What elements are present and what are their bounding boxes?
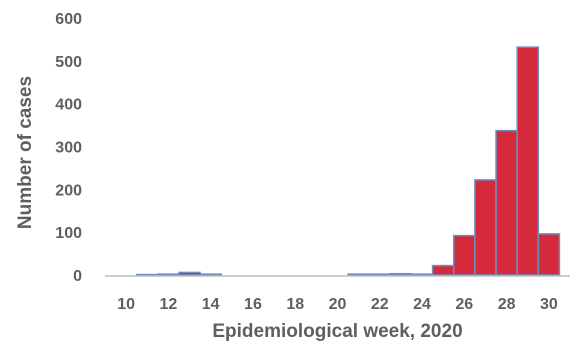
x-tick-label: 12 [160,296,178,313]
y-tick-label: 400 [55,97,82,114]
bar-week-23 [389,272,413,276]
x-tick-label: 28 [498,296,516,313]
bar-week-29 [516,46,540,276]
y-tick-labels: 0 100 200 300 400 500 600 [55,11,82,285]
x-tick-label: 22 [371,296,389,313]
bars-group [135,46,561,276]
x-tick-label: 30 [540,296,558,313]
bar-week-14 [199,273,222,276]
x-tick-label: 20 [329,296,347,313]
bar-week-25 [431,264,455,276]
x-tick-labels: 10 12 14 16 18 20 22 24 26 28 30 [117,296,558,313]
x-tick-label: 18 [286,296,304,313]
bar-week-12 [157,273,180,276]
bar-week-30 [537,233,561,276]
y-tick-label: 300 [55,140,82,157]
y-tick-label: 500 [55,54,82,71]
bar-week-27 [474,179,497,276]
x-tick-label: 24 [413,296,431,313]
y-tick-label: 0 [73,268,82,285]
y-axis-title: Number of cases [15,76,36,229]
y-tick-label: 600 [55,11,82,28]
bar-week-21 [347,273,370,276]
x-tick-label: 16 [244,296,262,313]
x-axis-title: Epidemiological week, 2020 [212,321,462,342]
y-tick-label: 200 [55,182,82,199]
y-tick-label: 100 [55,225,82,242]
bar-week-24 [410,273,434,276]
bar-week-28 [495,129,518,276]
bar-week-13 [178,271,201,276]
x-tick-label: 10 [117,296,135,313]
bar-week-22 [368,273,392,276]
bar-week-26 [453,234,476,276]
x-tick-label: 14 [202,296,220,313]
x-tick-label: 26 [455,296,473,313]
